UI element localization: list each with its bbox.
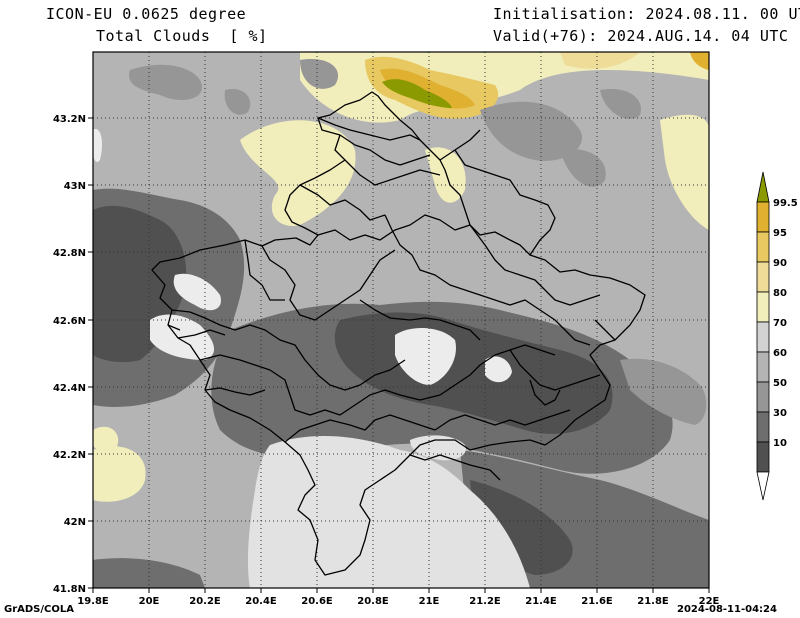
x-tick-label: 22E	[699, 596, 720, 607]
y-tick-label: 42.6N	[53, 316, 86, 327]
legend-label: 99.5	[773, 198, 798, 209]
x-tick-label: 21.4E	[525, 596, 557, 607]
x-tick-label: 20.6E	[301, 596, 333, 607]
x-tick-label: 20.8E	[357, 596, 389, 607]
model-title: ICON-EU 0.0625 degree	[46, 5, 247, 23]
x-tick-label: 20.4E	[245, 596, 277, 607]
valid-time: Valid(+76): 2024.AUG.14. 04 UTC	[493, 27, 789, 45]
x-tick-label: 20.2E	[189, 596, 221, 607]
x-tick-label: 20E	[139, 596, 160, 607]
legend-bottom-arrow	[756, 471, 770, 501]
x-tick-label: 21E	[419, 596, 440, 607]
legend-swatch	[756, 321, 770, 353]
x-tick-label: 21.2E	[469, 596, 501, 607]
legend-swatch	[756, 411, 770, 443]
y-tick-label: 42N	[64, 517, 86, 528]
grid	[93, 52, 709, 588]
legend-top-arrow	[756, 171, 770, 203]
y-tick-label: 43.2N	[53, 114, 86, 125]
legend-swatch	[756, 231, 770, 263]
y-tick-label: 43N	[64, 181, 86, 192]
legend-label: 70	[773, 318, 787, 329]
legend-label: 95	[773, 228, 787, 239]
cloud-cover-field	[93, 52, 709, 588]
x-tick-label: 21.8E	[637, 596, 669, 607]
legend-label: 90	[773, 258, 787, 269]
y-tick-label: 41.8N	[53, 584, 86, 595]
footer-timestamp: 2024-08-11-04:24	[677, 604, 777, 615]
legend-swatch	[756, 351, 770, 383]
tick-marks	[88, 117, 710, 593]
x-tick-label: 21.6E	[581, 596, 613, 607]
x-tick-label: 19.8E	[77, 596, 109, 607]
legend-swatch	[756, 441, 770, 473]
y-tick-label: 42.8N	[53, 248, 86, 259]
legend-label: 60	[773, 348, 787, 359]
variable-title: Total Clouds [ %]	[96, 27, 268, 45]
legend-label: 30	[773, 408, 787, 419]
legend-swatch	[756, 381, 770, 413]
region-borders	[151, 91, 646, 576]
y-tick-label: 42.2N	[53, 450, 86, 461]
legend-swatch	[756, 291, 770, 323]
legend-label: 80	[773, 288, 787, 299]
legend-label: 10	[773, 438, 787, 449]
y-tick-label: 42.4N	[53, 383, 86, 394]
legend-swatch	[756, 261, 770, 293]
footer-credit: GrADS/COLA	[4, 604, 74, 615]
init-time: Initialisation: 2024.08.11. 00 UTC	[493, 5, 800, 23]
legend-label: 50	[773, 378, 787, 389]
legend-swatch	[756, 201, 770, 233]
color-legend: 99.5 95 90 80 70 60 50 30 10	[756, 171, 798, 501]
